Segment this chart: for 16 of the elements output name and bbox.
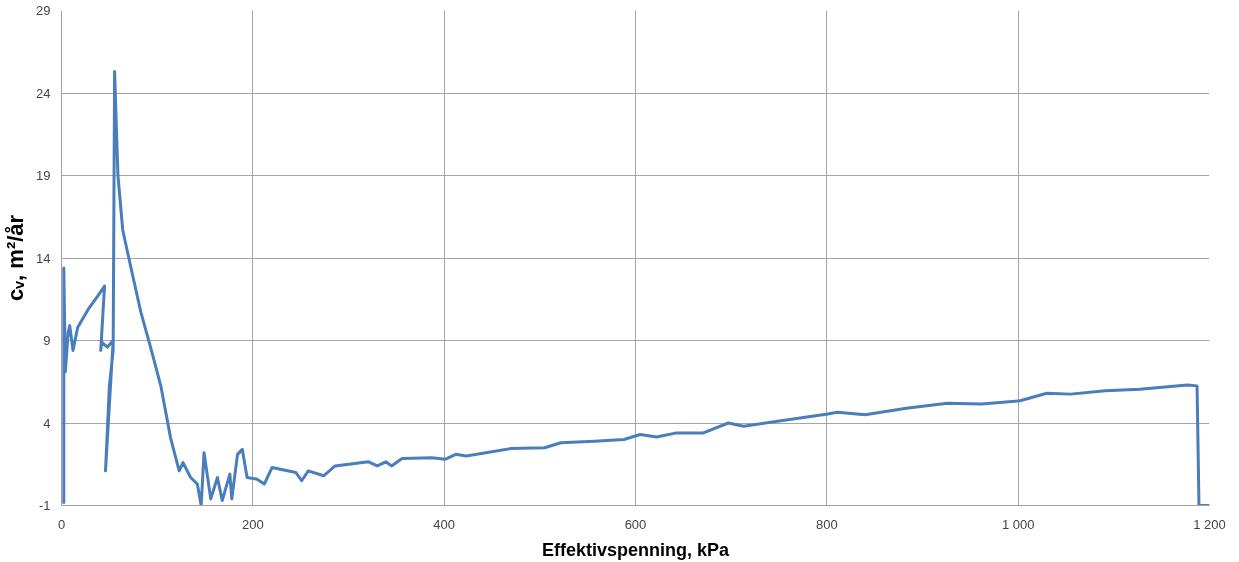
y-tick-label: 24 (36, 85, 51, 101)
x-tick-label: 1 000 (1001, 516, 1035, 532)
y-tick-label: 9 (43, 333, 51, 348)
y-tick-label: 4 (43, 415, 51, 431)
x-tick-label: 600 (624, 516, 647, 532)
y-tick-label: 19 (36, 168, 51, 183)
y-tick-label: 29 (36, 3, 51, 18)
x-tick-label: 800 (815, 516, 838, 532)
x-tick-label: 200 (241, 516, 264, 532)
x-axis-title: Effektivspenning, kPa (541, 539, 731, 560)
y-tick-label: 14 (36, 250, 51, 266)
y-axis-title: cᵥ, m²/år (3, 214, 29, 302)
y-tick-label: -1 (38, 498, 51, 513)
x-tick-label: 0 (57, 516, 66, 532)
x-tick-label: 1 200 (1193, 516, 1226, 532)
x-tick-label: 400 (433, 516, 456, 532)
